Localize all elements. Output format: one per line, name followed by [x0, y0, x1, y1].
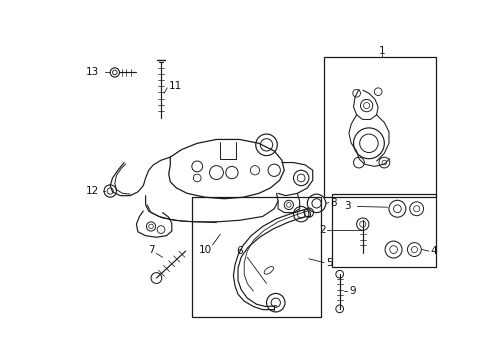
Bar [192, 197, 321, 316]
Text: 6: 6 [236, 246, 243, 256]
Text: 2: 2 [319, 225, 326, 235]
Text: 11: 11 [169, 81, 182, 91]
Text: 7: 7 [147, 244, 154, 255]
Text: 3: 3 [344, 202, 351, 211]
Text: 13: 13 [86, 67, 99, 77]
Text: 1: 1 [379, 46, 385, 56]
Text: 10: 10 [198, 244, 212, 255]
Text: 5: 5 [326, 258, 332, 267]
Text: 8: 8 [330, 198, 337, 208]
Text: 4: 4 [431, 246, 437, 256]
Bar [332, 194, 436, 267]
Text: 12: 12 [86, 186, 99, 196]
Bar [324, 57, 436, 197]
Text: 9: 9 [349, 286, 356, 296]
